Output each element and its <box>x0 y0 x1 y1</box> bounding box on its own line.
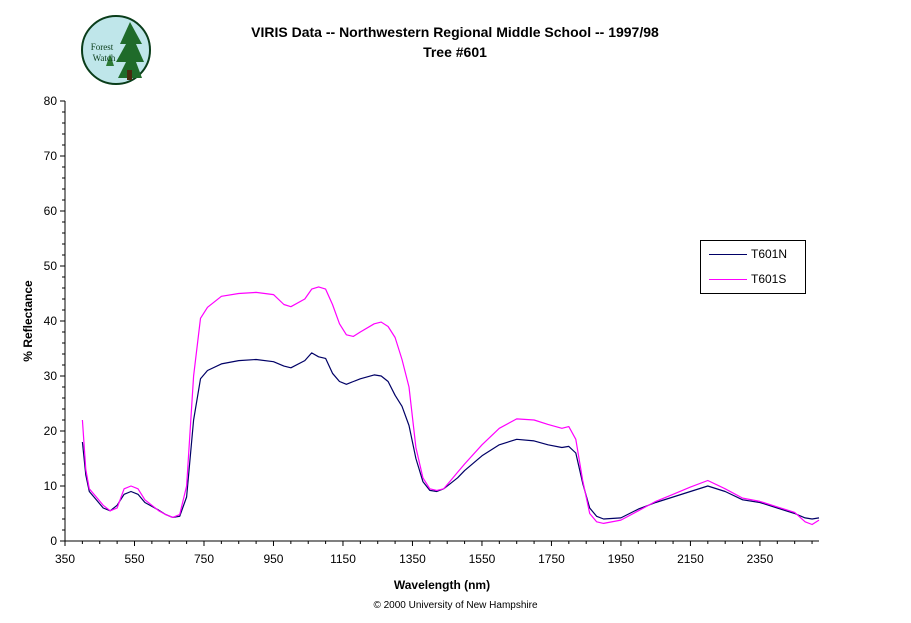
x-tick-label: 1150 <box>330 552 356 566</box>
y-tick-label: 80 <box>44 94 58 108</box>
y-tick-label: 60 <box>44 204 58 218</box>
x-tick-label: 1750 <box>538 552 565 566</box>
y-axis-label: % Reflectance <box>21 280 35 362</box>
x-tick-label: 2150 <box>677 552 704 566</box>
y-tick-label: 20 <box>44 424 58 438</box>
legend-item-t601n: T601N <box>709 247 787 261</box>
x-tick-label: 1550 <box>469 552 496 566</box>
chart-title: VIRIS Data -- Northwestern Regional Midd… <box>251 24 659 40</box>
y-tick-label: 0 <box>50 534 57 548</box>
x-tick-label: 550 <box>124 552 144 566</box>
legend-swatch-t601n <box>709 253 747 255</box>
series-line-t601s <box>81 286 820 526</box>
x-tick-label: 350 <box>55 552 75 566</box>
x-tick-label: 750 <box>194 552 214 566</box>
logo-text-forest: Forest <box>91 42 114 52</box>
legend-label-t601s: T601S <box>751 272 787 286</box>
forest-watch-logo-graphic: Forest Watch <box>81 15 151 85</box>
y-tick-label: 40 <box>44 314 58 328</box>
x-tick-label: 1950 <box>608 552 635 566</box>
y-tick-label: 70 <box>44 149 58 163</box>
y-tick-label: 30 <box>44 369 58 383</box>
legend-swatch-t601s <box>709 278 747 280</box>
chart-series <box>81 286 820 526</box>
legend-item-t601s: T601S <box>709 272 786 286</box>
y-tick-label: 10 <box>44 479 58 493</box>
legend-label-t601n: T601N <box>751 247 788 261</box>
chart-axes <box>64 101 819 542</box>
x-axis-label: Wavelength (nm) <box>394 578 490 592</box>
copyright-notice: © 2000 University of New Hampshire <box>373 600 538 611</box>
forest-watch-logo: Forest Watch <box>80 14 152 86</box>
logo-text-watch: Watch <box>93 53 116 63</box>
x-tick-label: 1350 <box>399 552 426 566</box>
chart-subtitle: Tree #601 <box>423 44 487 60</box>
chart-ticks: 0 10 20 30 40 50 60 70 80 350 550 750 950 1150 1350 155… <box>44 94 813 566</box>
x-tick-label: 950 <box>263 552 283 566</box>
chart-legend: T601N T601S <box>700 240 806 294</box>
y-tick-label: 50 <box>44 259 58 273</box>
x-tick-label: 2350 <box>747 552 774 566</box>
